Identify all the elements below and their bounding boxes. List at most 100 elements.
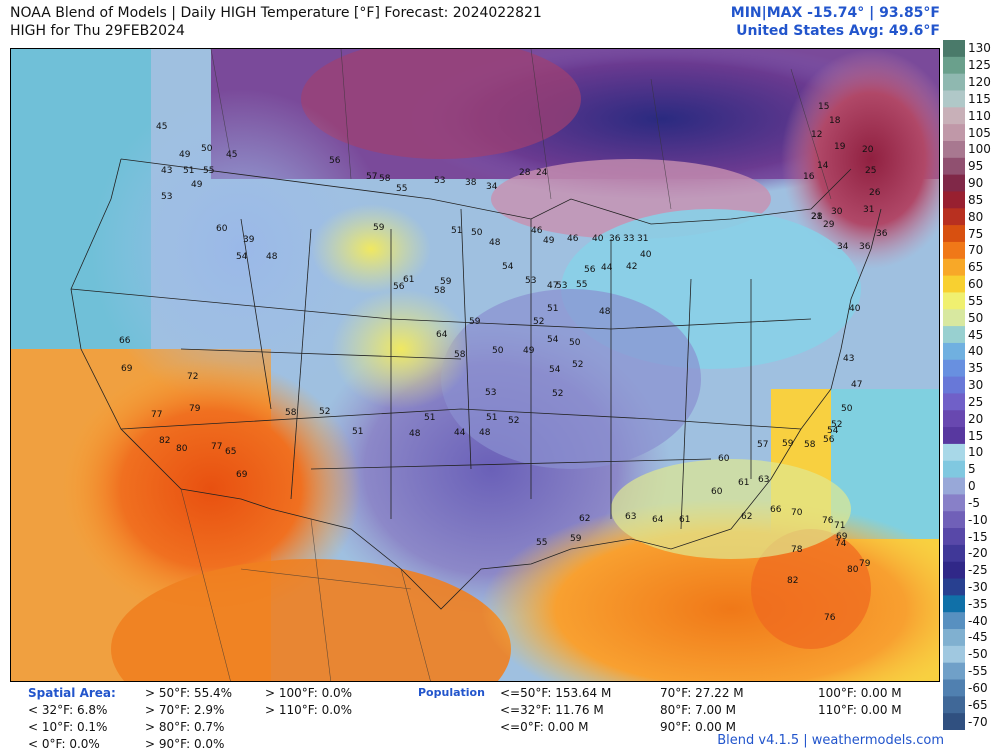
city-temperature-label: 49 xyxy=(191,180,203,190)
city-temperature-label: 52 xyxy=(508,416,519,426)
city-temperature-label: 12 xyxy=(811,130,822,140)
city-temperature-label: 54 xyxy=(549,365,561,375)
colorbar-tick-label: 20 xyxy=(968,411,984,426)
city-temperature-label: 50 xyxy=(471,228,483,238)
city-temperature-label: 82 xyxy=(159,436,170,446)
spatial-stat: > 110°F: 0.0% xyxy=(265,703,353,717)
colorbar-swatch xyxy=(943,629,965,647)
city-temperature-label: 52 xyxy=(319,407,330,417)
colorbar-swatch xyxy=(943,56,965,75)
city-temperature-label: 58 xyxy=(804,440,816,450)
city-temperature-label: 51 xyxy=(486,413,497,423)
city-temperature-label: 54 xyxy=(547,335,559,345)
city-temperature-label: 43 xyxy=(843,354,854,364)
city-temperature-label: 28 xyxy=(811,212,823,222)
city-temperature-label: 59 xyxy=(570,534,582,544)
city-temperature-label: 60 xyxy=(216,224,228,234)
colorbar-tick-label: 25 xyxy=(968,394,984,409)
city-temperature-label: 46 xyxy=(531,226,543,236)
colorbar-swatch xyxy=(943,511,965,529)
colorbar-swatch xyxy=(943,679,965,697)
canada-borders xyxy=(210,49,832,210)
city-temperature-label: 80 xyxy=(176,444,188,454)
city-temperature-label: 51 xyxy=(424,413,435,423)
colorbar-swatches xyxy=(943,40,965,731)
temperature-map: 45 49 50 45 56 43 51 55 49 53 57 58 55 53 38 34 28 24 60 39… xyxy=(10,48,940,682)
population-title: Population xyxy=(418,686,485,699)
spatial-area-title: Spatial Area: xyxy=(28,686,116,700)
city-temperature-label: 51 xyxy=(451,226,462,236)
colorbar-tick-label: 125 xyxy=(968,58,991,73)
colorbar-tick-label: 75 xyxy=(968,226,984,241)
spatial-stat: < 0°F: 0.0% xyxy=(28,737,100,751)
city-temperature-label: 48 xyxy=(489,238,501,248)
city-temperature-label: 60 xyxy=(711,487,723,497)
city-temperature-label: 38 xyxy=(465,178,477,188)
colorbar-tick-label: -45 xyxy=(968,630,988,645)
colorbar-tick-label: 15 xyxy=(968,428,984,443)
colorbar-tick-label: 80 xyxy=(968,209,984,224)
colorbar xyxy=(943,40,965,731)
population-stat: 100°F: 0.00 M xyxy=(818,686,902,700)
colorbar-swatch xyxy=(943,157,965,176)
colorbar-swatch xyxy=(943,528,965,546)
colorbar-swatch xyxy=(943,645,965,664)
map-title: NOAA Blend of Models | Daily HIGH Temper… xyxy=(10,5,542,21)
city-temperature-label: 58 xyxy=(285,408,297,418)
city-temperature-label: 59 xyxy=(469,317,481,327)
colorbar-tick-label: -15 xyxy=(968,529,988,544)
city-temperature-label: 80 xyxy=(847,565,859,575)
colorbar-swatch xyxy=(943,713,965,731)
city-temperature-label: 28 xyxy=(519,168,531,178)
colorbar-swatch xyxy=(943,359,965,378)
city-temperature-label: 78 xyxy=(791,545,803,555)
colorbar-swatch xyxy=(943,174,965,192)
city-temperature-label: 40 xyxy=(849,304,861,314)
city-temperature-label: 65 xyxy=(225,447,236,457)
city-temperature-label: 47 xyxy=(547,281,558,291)
colorbar-swatch xyxy=(943,595,965,613)
population-stat: <=0°F: 0.00 M xyxy=(500,720,589,734)
colorbar-swatch xyxy=(943,73,965,91)
spatial-stat: < 32°F: 6.8% xyxy=(28,703,108,717)
city-temperature-label: 14 xyxy=(817,161,829,171)
city-temperature-label: 39 xyxy=(243,235,255,245)
colorbar-tick-label: -5 xyxy=(968,495,980,510)
city-temperature-label: 58 xyxy=(434,286,446,296)
colorbar-tick-label: 60 xyxy=(968,277,984,291)
population-stat: <=50°F: 153.64 M xyxy=(500,686,612,700)
colorbar-tick-label: -10 xyxy=(968,512,988,527)
city-temperature-label: 69 xyxy=(836,532,848,542)
city-temperature-label: 40 xyxy=(592,234,604,244)
spatial-stat: > 100°F: 0.0% xyxy=(265,686,353,700)
colorbar-tick-label: -65 xyxy=(968,697,988,712)
city-temperature-label: 31 xyxy=(637,234,648,244)
city-temperature-label: 55 xyxy=(396,184,407,194)
city-temperature-label: 63 xyxy=(758,475,769,485)
spatial-stat: > 70°F: 2.9% xyxy=(145,703,225,717)
city-temperature-label: 45 xyxy=(226,150,237,160)
city-temperature-label: 62 xyxy=(741,512,752,522)
city-temperature-label: 55 xyxy=(203,166,214,176)
colorbar-tick-label: 110 xyxy=(968,108,991,123)
map-subtitle: HIGH for Thu 29FEB2024 xyxy=(10,23,185,39)
spatial-stat: > 90°F: 0.0% xyxy=(145,737,225,751)
colorbar-tick-label: 5 xyxy=(968,462,976,477)
city-temperature-label: 53 xyxy=(485,388,496,398)
city-temperature-label: 31 xyxy=(863,205,874,215)
city-temperature-label: 44 xyxy=(601,263,613,273)
minmax-readout: MIN|MAX -15.74° | 93.85°F xyxy=(730,5,940,21)
city-temperature-label: 76 xyxy=(824,613,836,623)
city-temperature-label: 69 xyxy=(236,470,248,480)
colorbar-swatch xyxy=(943,225,965,243)
city-temperature-label: 46 xyxy=(567,234,579,244)
us-average-readout: United States Avg: 49.6°F xyxy=(736,23,940,39)
colorbar-tick-label: -25 xyxy=(968,563,988,578)
colorbar-swatch xyxy=(943,393,965,411)
city-temperature-label: 66 xyxy=(119,336,131,346)
city-temperature-label: 69 xyxy=(121,364,133,374)
city-temperature-label: 52 xyxy=(831,420,842,430)
population-stat: 90°F: 0.00 M xyxy=(660,720,736,734)
colorbar-tick-label: 10 xyxy=(968,445,984,460)
city-temperature-label: 61 xyxy=(679,515,690,525)
